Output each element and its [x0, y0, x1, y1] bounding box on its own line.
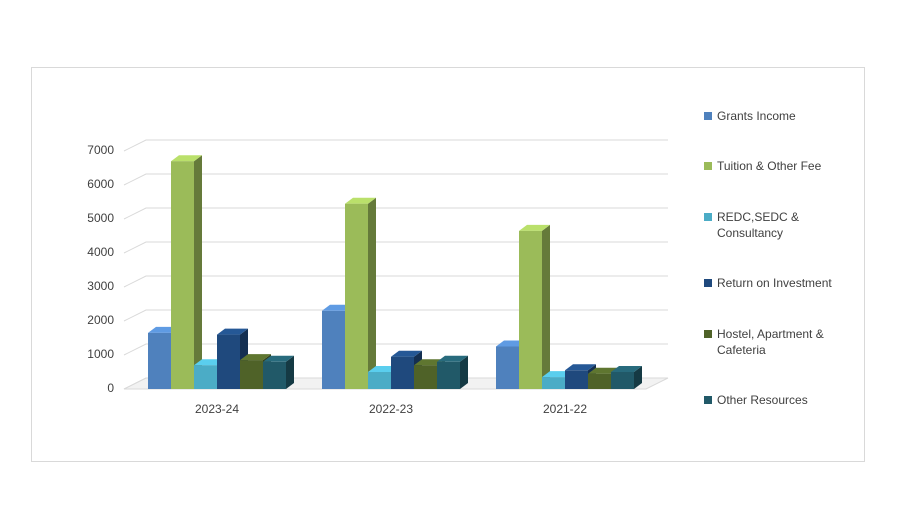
legend-swatch — [704, 279, 712, 288]
legend: Grants Income Tuition & Other Fee REDC,SED… — [704, 108, 864, 408]
legend-item: Other Resources — [704, 392, 864, 408]
x-tick-label: 2022-23 — [369, 402, 413, 416]
bar-top — [611, 366, 642, 372]
bar-top — [171, 155, 202, 162]
legend-label: Tuition & Other Fee — [717, 159, 822, 174]
grid-line — [123, 377, 668, 390]
y-tick-label: 5000 — [87, 211, 114, 225]
legend-item: Return on Investment — [704, 275, 864, 291]
grid-line — [123, 139, 668, 152]
bar — [565, 370, 588, 389]
bar-side — [368, 197, 376, 389]
bar — [322, 310, 345, 389]
bar-top — [565, 364, 596, 371]
y-tick-label: 3000 — [87, 279, 114, 293]
bar — [414, 365, 437, 389]
chart-frame — [31, 67, 865, 462]
legend-item: Grants Income — [704, 108, 864, 124]
legend-label: Return on Investment — [717, 276, 832, 291]
legend-item: Tuition & Other Fee — [704, 158, 864, 174]
y-tick-label: 2000 — [87, 313, 114, 327]
legend-label: Hostel, Apartment & Cafeteria — [717, 326, 824, 357]
bar — [588, 373, 611, 389]
bar — [368, 372, 391, 389]
legend-item: REDC,SEDC & Consultancy — [704, 209, 864, 241]
bar-top — [263, 355, 294, 362]
grid-line — [123, 241, 668, 254]
bar-top — [345, 197, 376, 204]
x-tick-label: 2023-24 — [195, 402, 239, 416]
grid-line — [123, 207, 668, 220]
legend-label: Grants Income — [717, 109, 796, 123]
bar — [263, 361, 286, 389]
bar — [611, 372, 634, 389]
legend-item: Hostel, Apartment & Cafeteria — [704, 326, 864, 358]
bar-side — [286, 355, 294, 389]
bar-side — [542, 224, 550, 389]
bar-top — [391, 350, 422, 357]
bar — [391, 356, 414, 389]
y-tick-label: 0 — [107, 381, 114, 395]
y-tick-label: 7000 — [87, 143, 114, 157]
bar — [345, 203, 368, 389]
y-tick-label: 6000 — [87, 177, 114, 191]
y-tick-label: 4000 — [87, 245, 114, 259]
x-tick-label: 2021-22 — [543, 402, 587, 416]
bar — [194, 365, 217, 389]
legend-swatch — [704, 212, 712, 221]
bar — [542, 377, 565, 389]
bar-top — [519, 224, 550, 231]
bar — [437, 361, 460, 389]
bar — [496, 346, 519, 389]
grid-line — [123, 173, 668, 186]
bar-side — [194, 155, 202, 389]
legend-label: REDC,SEDC & Consultancy — [717, 209, 800, 240]
legend-swatch — [704, 329, 712, 338]
legend-swatch — [704, 395, 712, 404]
bar-top — [240, 354, 271, 361]
bar — [240, 360, 263, 389]
grid-line — [123, 275, 668, 288]
legend-label: Other Resources — [717, 392, 808, 407]
bar — [519, 230, 542, 389]
bar-side — [460, 355, 468, 389]
y-tick-label: 1000 — [87, 347, 114, 361]
legend-swatch — [704, 112, 712, 120]
bar-top — [437, 355, 468, 362]
grid-line — [123, 309, 668, 322]
bar — [171, 161, 194, 389]
bar — [217, 334, 240, 389]
bar — [148, 332, 171, 389]
legend-swatch — [704, 162, 712, 171]
bar-top — [217, 328, 248, 335]
grid-line — [123, 343, 668, 356]
bar-side — [634, 366, 642, 389]
